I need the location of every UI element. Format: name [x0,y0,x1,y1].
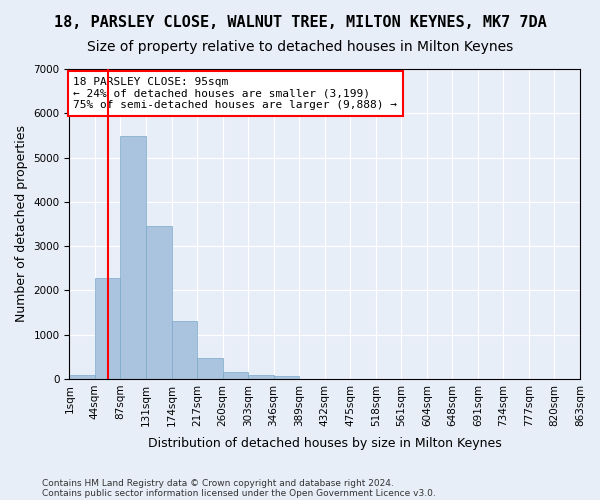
Bar [248,375,274,379]
Bar [70,376,95,379]
Bar [223,372,248,379]
Text: Contains public sector information licensed under the Open Government Licence v3: Contains public sector information licen… [42,488,436,498]
Text: 18 PARSLEY CLOSE: 95sqm
← 24% of detached houses are smaller (3,199)
75% of semi: 18 PARSLEY CLOSE: 95sqm ← 24% of detache… [73,77,397,110]
Y-axis label: Number of detached properties: Number of detached properties [15,126,28,322]
Text: 18, PARSLEY CLOSE, WALNUT TREE, MILTON KEYNES, MK7 7DA: 18, PARSLEY CLOSE, WALNUT TREE, MILTON K… [53,15,547,30]
Bar [197,358,223,379]
Bar [274,376,299,379]
Bar [121,136,146,379]
Text: Contains HM Land Registry data © Crown copyright and database right 2024.: Contains HM Land Registry data © Crown c… [42,478,394,488]
Bar [95,278,121,379]
Bar [172,321,197,379]
Text: Size of property relative to detached houses in Milton Keynes: Size of property relative to detached ho… [87,40,513,54]
X-axis label: Distribution of detached houses by size in Milton Keynes: Distribution of detached houses by size … [148,437,502,450]
Bar [146,226,172,379]
